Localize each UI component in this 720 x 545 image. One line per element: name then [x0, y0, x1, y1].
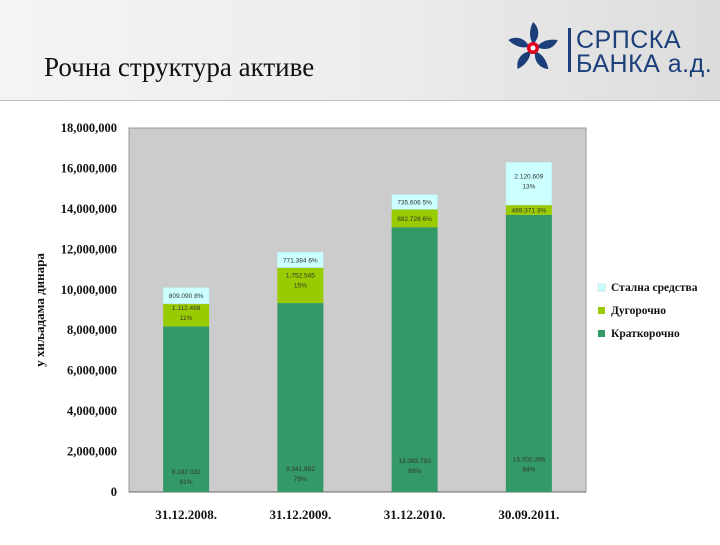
y-tick-label: 6,000,000	[67, 364, 117, 378]
data-label: 89%	[408, 468, 421, 475]
data-label: 735.606 5%	[397, 199, 432, 206]
data-label: 809.090 8%	[169, 293, 204, 300]
bar-segment	[391, 227, 438, 492]
y-tick-label: 18,000,000	[61, 121, 117, 135]
y-tick-label: 4,000,000	[67, 404, 117, 418]
legend-label: Краткорочно	[611, 328, 680, 340]
y-tick-label: 0	[111, 485, 117, 499]
data-label: 489.371 3%	[512, 207, 547, 214]
x-category-label: 31.12.2010.	[384, 507, 446, 522]
bar-segment	[505, 205, 552, 215]
data-label: 81%	[180, 479, 193, 486]
chart-area: 0 2,000,000 4,000,000 6,000,000 8,000,000 10,…	[0, 100, 720, 540]
logo-text-line2: БАНКА а.д.	[576, 50, 713, 78]
data-label: 1.112.498	[172, 305, 201, 312]
legend-label: Стална средства	[611, 282, 698, 294]
bar-segment	[505, 161, 553, 206]
legend-label: Дугорочно	[611, 305, 666, 317]
page-title: Рочна структура активе	[44, 52, 315, 82]
logo-star-icon	[508, 22, 558, 70]
bar-segment	[163, 326, 210, 492]
legend-swatch	[597, 283, 606, 292]
bar-segment	[162, 287, 210, 305]
logo-text-line1: СРПСКА	[576, 26, 681, 54]
data-label: 84%	[522, 467, 535, 474]
legend-swatch	[598, 307, 605, 314]
x-category-label: 30.09.2011.	[498, 507, 559, 522]
bar-segment	[277, 303, 324, 492]
y-tick-label: 8,000,000	[67, 323, 117, 337]
data-label: 771.384 6%	[283, 257, 318, 264]
data-label: 79%	[294, 476, 307, 483]
bar-segment	[505, 214, 552, 492]
data-label: 8.192.032	[172, 469, 201, 476]
data-label: 13.093.793	[398, 458, 431, 465]
y-axis-label: у хиљадама динара	[32, 253, 47, 367]
bar-segment	[277, 267, 324, 304]
data-label: 9.341.882	[286, 466, 315, 473]
data-label: 13.702.396	[513, 457, 546, 464]
y-tick-label: 16,000,000	[61, 161, 117, 175]
bar-segment	[391, 194, 438, 210]
data-label: 11%	[180, 315, 193, 322]
y-tick-label: 10,000,000	[61, 283, 117, 297]
y-tick-label: 2,000,000	[67, 445, 117, 459]
bar-segment	[391, 209, 438, 228]
y-tick-label: 12,000,000	[61, 242, 117, 256]
data-label: 882.728 6%	[397, 216, 432, 223]
legend-swatch	[598, 330, 605, 337]
stacked-bar-chart: 0 2,000,000 4,000,000 6,000,000 8,000,000 10,…	[32, 121, 698, 522]
x-category-label: 31.12.2008.	[155, 507, 217, 522]
data-label: 2.120.609	[514, 173, 543, 180]
data-label: 15%	[294, 283, 307, 290]
logo-separator	[568, 28, 571, 72]
data-label: 13%	[522, 183, 535, 190]
bank-logo: СРПСКА БАНКА а.д.	[504, 18, 714, 84]
y-tick-label: 14,000,000	[61, 202, 117, 216]
bar-segment	[163, 303, 210, 327]
bar-segment	[277, 251, 324, 268]
x-category-label: 31.12.2009.	[270, 507, 332, 522]
data-label: 1.752.545	[286, 273, 315, 280]
header-bar: Рочна структура активе СРПСКА БАНКА а.д.	[0, 0, 720, 101]
